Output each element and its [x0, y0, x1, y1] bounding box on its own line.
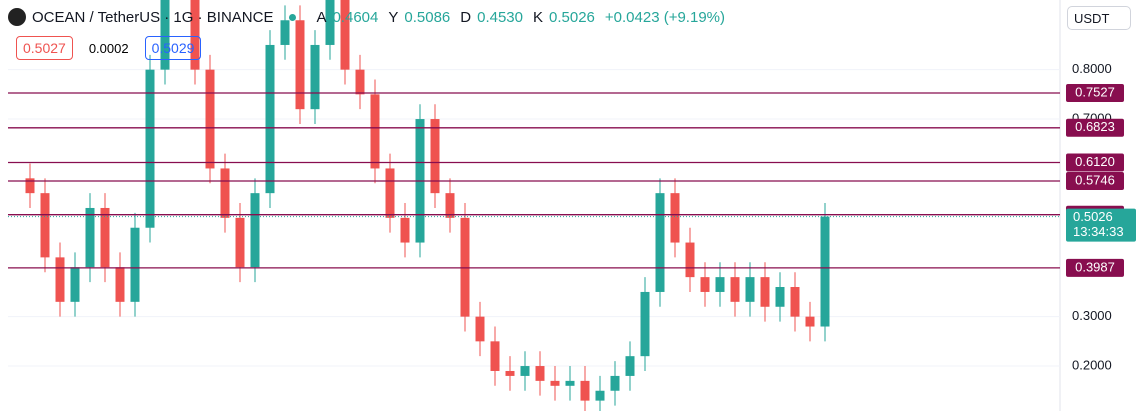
level-tag [1066, 84, 1124, 103]
plot-area [8, 0, 1060, 411]
candle-body [295, 20, 305, 110]
candle-body [640, 291, 650, 357]
y-tick-label: 0.3000 [1072, 308, 1112, 323]
candle-body [715, 277, 725, 292]
candle-body [325, 0, 335, 45]
ohlc-key: K [533, 8, 544, 26]
candle-body [655, 193, 665, 292]
candle-body [625, 356, 635, 376]
candle-body [40, 193, 50, 258]
candle-body [85, 207, 95, 268]
ohlc-value: 0.4530 [477, 8, 523, 26]
level-tag [1066, 171, 1124, 190]
candle-body [130, 227, 140, 302]
candle-body [685, 242, 695, 278]
candle-body [535, 366, 545, 381]
candle-body [340, 0, 350, 70]
candle-body [790, 287, 800, 317]
candle-body [565, 380, 575, 386]
candle-body [505, 370, 515, 376]
candle-body [730, 277, 740, 302]
candle-body [595, 390, 605, 401]
ohlc-value: 0.5086 [404, 8, 451, 26]
level-tag [1066, 258, 1124, 277]
countdown: 13:34:33 [1073, 224, 1124, 239]
candle-body [250, 193, 260, 268]
market-status [289, 13, 297, 21]
candle-body [610, 375, 620, 391]
y-tick-label: 0.8000 [1072, 61, 1112, 76]
level-label: 0.7527 [1075, 84, 1115, 99]
candle-body [430, 119, 440, 194]
candle-body [775, 287, 785, 307]
candle-body [190, 0, 200, 70]
candle-body [760, 277, 770, 307]
candle-body [805, 316, 815, 327]
candle-body [445, 193, 455, 218]
candle-body [355, 69, 365, 95]
candle-body [400, 217, 410, 243]
quote: 0.5027 0.0002 0.5029 [16, 36, 202, 60]
candle-body [580, 380, 590, 401]
candle-body [205, 69, 215, 169]
currency-button[interactable]: USDT [1067, 6, 1131, 30]
ohlc: A 0.4604 Y 0.5086 D 0.4530 K 0.5026 [316, 9, 598, 26]
candle-body [385, 168, 395, 218]
candle-body [280, 20, 290, 45]
legend-header: OCEAN / TetherUS · 1G · BINANCE A 0.4604 Y… [8, 8, 725, 26]
ask[interactable]: 0.5029 [144, 36, 202, 60]
candle-body [100, 207, 110, 268]
ohlc-key: D [460, 8, 472, 26]
candle-body [490, 341, 500, 371]
level-tag [1066, 118, 1124, 137]
ohlc-key: A [316, 8, 327, 26]
candle-body [220, 168, 230, 218]
candle-body [55, 257, 65, 302]
candle-body [115, 267, 125, 302]
candle-body [745, 277, 755, 302]
level-label: 0.6823 [1075, 119, 1115, 134]
symbol-logo [8, 8, 26, 26]
candle-body [145, 69, 155, 228]
symbol-title: OCEAN / TetherUS · 1G · BINANCE [32, 8, 274, 26]
candle-body [265, 44, 275, 194]
candle-body [520, 366, 530, 376]
y-tick-label: 0.2000 [1072, 357, 1112, 372]
ohlc-value: 0.5026 [549, 8, 595, 26]
candle-body [235, 217, 245, 268]
candle-body [70, 267, 80, 302]
level-label: 0.5746 [1075, 172, 1115, 187]
ohlc-key: Y [388, 8, 399, 26]
level-label: 0.6120 [1075, 154, 1115, 169]
candle-body [820, 216, 830, 327]
level-tag [1066, 153, 1124, 172]
last-price-label: 0.5026 [1073, 209, 1113, 224]
candle-body [310, 44, 320, 110]
ohlc-value: 0.4604 [332, 8, 379, 26]
candle-body [700, 277, 710, 292]
candle-body [370, 94, 380, 169]
level-label: 0.3987 [1075, 259, 1115, 274]
candle-body [670, 193, 680, 243]
candle-body [25, 178, 35, 194]
candle-body [475, 316, 485, 342]
last-price-tag [1066, 208, 1136, 242]
candle-body [160, 0, 170, 70]
spread: 0.0002 [88, 40, 129, 56]
change: +0.0423 (+9.19%) [604, 8, 725, 26]
bid[interactable]: 0.5027 [16, 36, 73, 60]
candle-body [550, 380, 560, 386]
